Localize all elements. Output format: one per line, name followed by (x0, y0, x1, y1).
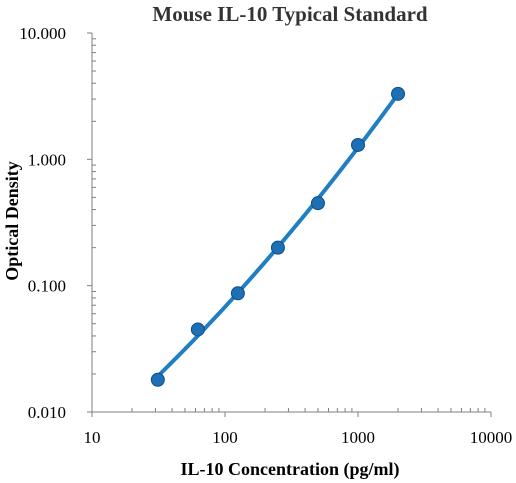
chart-title: Mouse IL-10 Typical Standard (152, 2, 428, 26)
y-tick-label: 1.000 (28, 150, 66, 169)
x-tick-labels: 10 100 1000 10000 (84, 428, 513, 447)
axes (87, 32, 492, 417)
data-point (150, 372, 165, 387)
x-tick-label: 100 (212, 428, 238, 447)
y-tick-label: 0.010 (28, 403, 66, 422)
x-tick-label: 10000 (470, 428, 513, 447)
data-point (190, 322, 205, 337)
x-tick-label: 1000 (341, 428, 375, 447)
x-tick-label: 10 (84, 428, 101, 447)
data-point (351, 137, 365, 152)
y-axis-title: Optical Density (2, 161, 22, 281)
data-point (230, 286, 245, 301)
x-axis-title: IL-10 Concentration (pg/ml) (181, 459, 400, 480)
data-point (310, 196, 325, 211)
y-tick-label: 10.000 (19, 24, 66, 43)
y-tick-labels: 0.010 0.100 1.000 10.000 (19, 24, 66, 422)
data-point (391, 86, 406, 101)
data-points (150, 86, 406, 387)
data-point (270, 240, 285, 255)
y-tick-label: 0.100 (28, 277, 66, 296)
